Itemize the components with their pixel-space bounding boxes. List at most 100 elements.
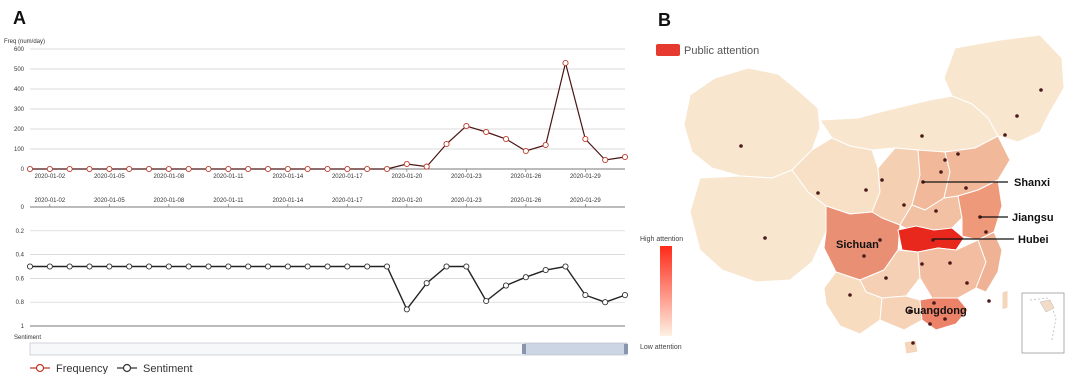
freq-data-point xyxy=(165,165,172,173)
sent-data-point xyxy=(383,263,391,270)
sent-data-point xyxy=(403,306,410,313)
city-dot xyxy=(763,236,767,240)
china-choropleth-map xyxy=(683,34,1065,355)
legend-item-frequency[interactable]: Frequency xyxy=(30,363,108,375)
city-dot xyxy=(864,188,868,192)
sent-y-tick-label: 0 xyxy=(21,205,25,211)
sent-x-tick-label: 2020-01-14 xyxy=(272,198,303,204)
freq-data-point xyxy=(324,165,331,173)
zoom-slider-right-handle[interactable] xyxy=(624,344,628,354)
freq-data-point xyxy=(46,165,53,173)
city-dot xyxy=(984,230,988,234)
freq-x-tick-label: 2020-01-20 xyxy=(391,174,422,180)
sent-data-point xyxy=(26,263,34,270)
freq-data-point xyxy=(344,165,351,173)
region-xinjiang xyxy=(683,67,821,179)
freq-x-tick-label: 2020-01-08 xyxy=(153,174,184,180)
sent-data-point xyxy=(185,263,192,270)
sent-data-point xyxy=(284,263,291,270)
sent-y-tick-label: 0.2 xyxy=(16,229,25,235)
freq-data-point xyxy=(126,165,133,173)
freq-data-point xyxy=(205,165,212,173)
freq-data-point xyxy=(145,165,153,173)
map-legend: Public attention xyxy=(656,44,759,57)
sent-x-tick-label: 2020-01-23 xyxy=(451,198,482,204)
sentiment-series-line xyxy=(30,265,626,311)
attention-gradient-bar xyxy=(660,246,672,336)
freq-y-tick-label: 400 xyxy=(14,87,25,93)
city-dot xyxy=(948,261,952,265)
sent-data-point xyxy=(165,263,172,270)
map-annotations: Shanxi Jiangsu Hubei Sichuan Guangdong xyxy=(836,177,1054,317)
region-guangdong xyxy=(919,297,969,331)
freq-data-point xyxy=(502,135,510,143)
sentiment-series-points xyxy=(26,263,629,313)
sent-data-point xyxy=(443,263,450,270)
sent-y-tick-label: 0.4 xyxy=(16,253,25,259)
frequency-series-points xyxy=(26,59,629,173)
freq-data-point xyxy=(443,140,450,148)
freq-y-tick-label: 0 xyxy=(21,167,25,173)
region-tibet xyxy=(689,169,827,283)
freq-data-point xyxy=(423,163,430,170)
city-dot xyxy=(862,254,866,258)
freq-x-tick-label: 2020-01-26 xyxy=(510,174,541,180)
sent-x-tick-label: 2020-01-11 xyxy=(213,198,244,204)
freq-y-tick-labels: 0 100 200 300 400 500 600 xyxy=(14,47,25,173)
sent-data-point xyxy=(502,282,510,289)
region-yunnan xyxy=(823,271,883,335)
city-dot xyxy=(1039,88,1043,92)
city-dot xyxy=(934,209,938,213)
sent-x-tick-label: 2020-01-26 xyxy=(510,198,541,204)
sentiment-gridlines xyxy=(30,206,625,327)
freq-data-point xyxy=(483,128,490,136)
sent-data-point xyxy=(126,263,133,270)
freq-x-tick-label: 2020-01-05 xyxy=(94,174,125,180)
city-dot xyxy=(943,317,947,321)
sent-x-tick-label: 2020-01-08 xyxy=(153,198,184,204)
zoom-slider[interactable] xyxy=(29,342,628,356)
sent-data-point xyxy=(562,263,569,270)
public-attention-label: Public attention xyxy=(684,45,759,57)
sent-data-point xyxy=(542,267,549,274)
city-dot xyxy=(908,309,912,313)
city-dot xyxy=(920,262,924,266)
sent-data-point xyxy=(522,274,529,281)
freq-data-point xyxy=(582,135,589,143)
inset-land xyxy=(1039,299,1055,313)
city-dot xyxy=(964,186,968,190)
sent-data-point xyxy=(145,263,153,270)
freq-data-point xyxy=(225,165,232,173)
freq-data-point xyxy=(284,165,291,173)
sent-x-tick-label: 2020-01-17 xyxy=(332,198,363,204)
region-zhejiang-fujian xyxy=(975,231,1003,293)
sent-data-point xyxy=(46,263,53,270)
sent-y-tick-label: 1 xyxy=(21,324,25,330)
sent-data-point xyxy=(304,263,311,270)
freq-x-tick-label: 2020-01-17 xyxy=(332,174,363,180)
region-inner-mongolia xyxy=(819,95,999,153)
freq-data-point xyxy=(66,165,73,173)
shanxi-label: Shanxi xyxy=(1014,177,1050,189)
city-dot xyxy=(939,170,943,174)
freq-data-point xyxy=(26,165,34,173)
legend-item-sentiment[interactable]: Sentiment xyxy=(117,363,193,375)
freq-data-point xyxy=(185,165,192,173)
zoom-slider-window[interactable] xyxy=(524,343,627,355)
freq-axis-label: Freq (num/day) xyxy=(4,39,45,45)
freq-data-point xyxy=(106,165,113,173)
sent-x-tick-label: 2020-01-29 xyxy=(570,198,601,204)
sentiment-legend-marker xyxy=(122,363,132,373)
city-dot xyxy=(931,238,935,242)
sent-x-tick-label: 2020-01-05 xyxy=(94,198,125,204)
freq-data-point xyxy=(562,59,569,67)
city-dot xyxy=(739,144,743,148)
panel-a-legend: Frequency Sentiment xyxy=(30,363,193,375)
scale-low-label: Low attention xyxy=(640,344,682,351)
capital-city-dots xyxy=(739,88,1043,345)
freq-data-point xyxy=(602,156,609,164)
scale-high-label: High attention xyxy=(640,236,683,243)
frequency-legend-marker xyxy=(35,363,45,373)
city-dot xyxy=(848,293,852,297)
zoom-slider-left-handle[interactable] xyxy=(522,344,526,354)
